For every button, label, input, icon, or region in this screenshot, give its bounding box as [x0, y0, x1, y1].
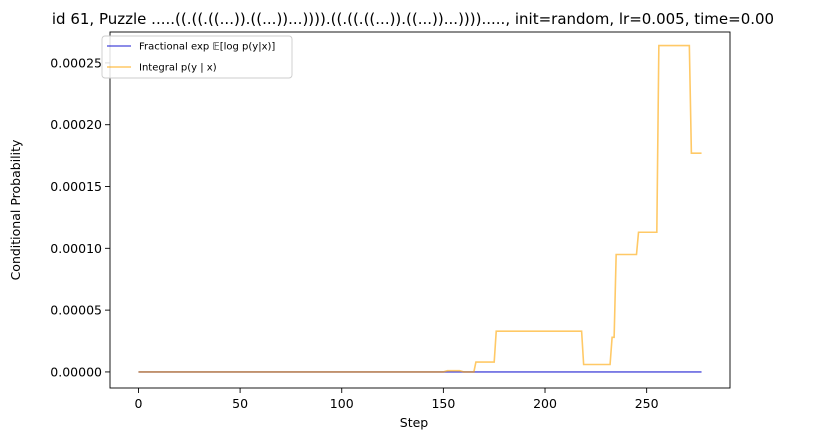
x-axis-label: Step	[400, 415, 429, 430]
y-axis: 0.00000 0.00005 0.00010 0.00015 0.00020 0.000…	[50, 55, 110, 379]
plot-area	[109, 31, 731, 389]
y-tick-label: 0.00020	[50, 117, 102, 132]
series-line-2	[138, 44, 702, 373]
y-tick-label: 0.00025	[50, 55, 102, 70]
x-tick-label: 50	[232, 396, 248, 411]
x-tick-label: 100	[330, 396, 354, 411]
legend-box	[101, 35, 293, 79]
legend-label-2: Integral p(y | x)	[139, 63, 217, 74]
plot-frame	[109, 31, 731, 389]
y-tick-label: 0.00010	[50, 241, 102, 256]
x-tick-label: 250	[635, 396, 659, 411]
x-axis: 0 50 100 150 200 250	[134, 388, 659, 411]
legend-entries: Fractional exp 𝔼[log p(y|x)] Integral p(y…	[107, 42, 275, 74]
legend: Fractional exp 𝔼[log p(y|x)] Integral p(y…	[101, 35, 293, 79]
y-tick-label: 0.00005	[50, 303, 102, 318]
y-axis-label: Conditional Probability	[8, 139, 23, 280]
x-tick-label: 0	[134, 396, 142, 411]
x-tick-label: 150	[431, 396, 455, 411]
series-group	[138, 44, 702, 373]
y-tick-label: 0.00015	[50, 179, 102, 194]
legend-label-1: Fractional exp 𝔼[log p(y|x)]	[139, 42, 275, 53]
y-tick-label: 0.00000	[50, 364, 102, 379]
x-tick-label: 200	[533, 396, 557, 411]
chart-title: id 61, Puzzle .....((.((.((...)).((...))…	[52, 10, 774, 28]
